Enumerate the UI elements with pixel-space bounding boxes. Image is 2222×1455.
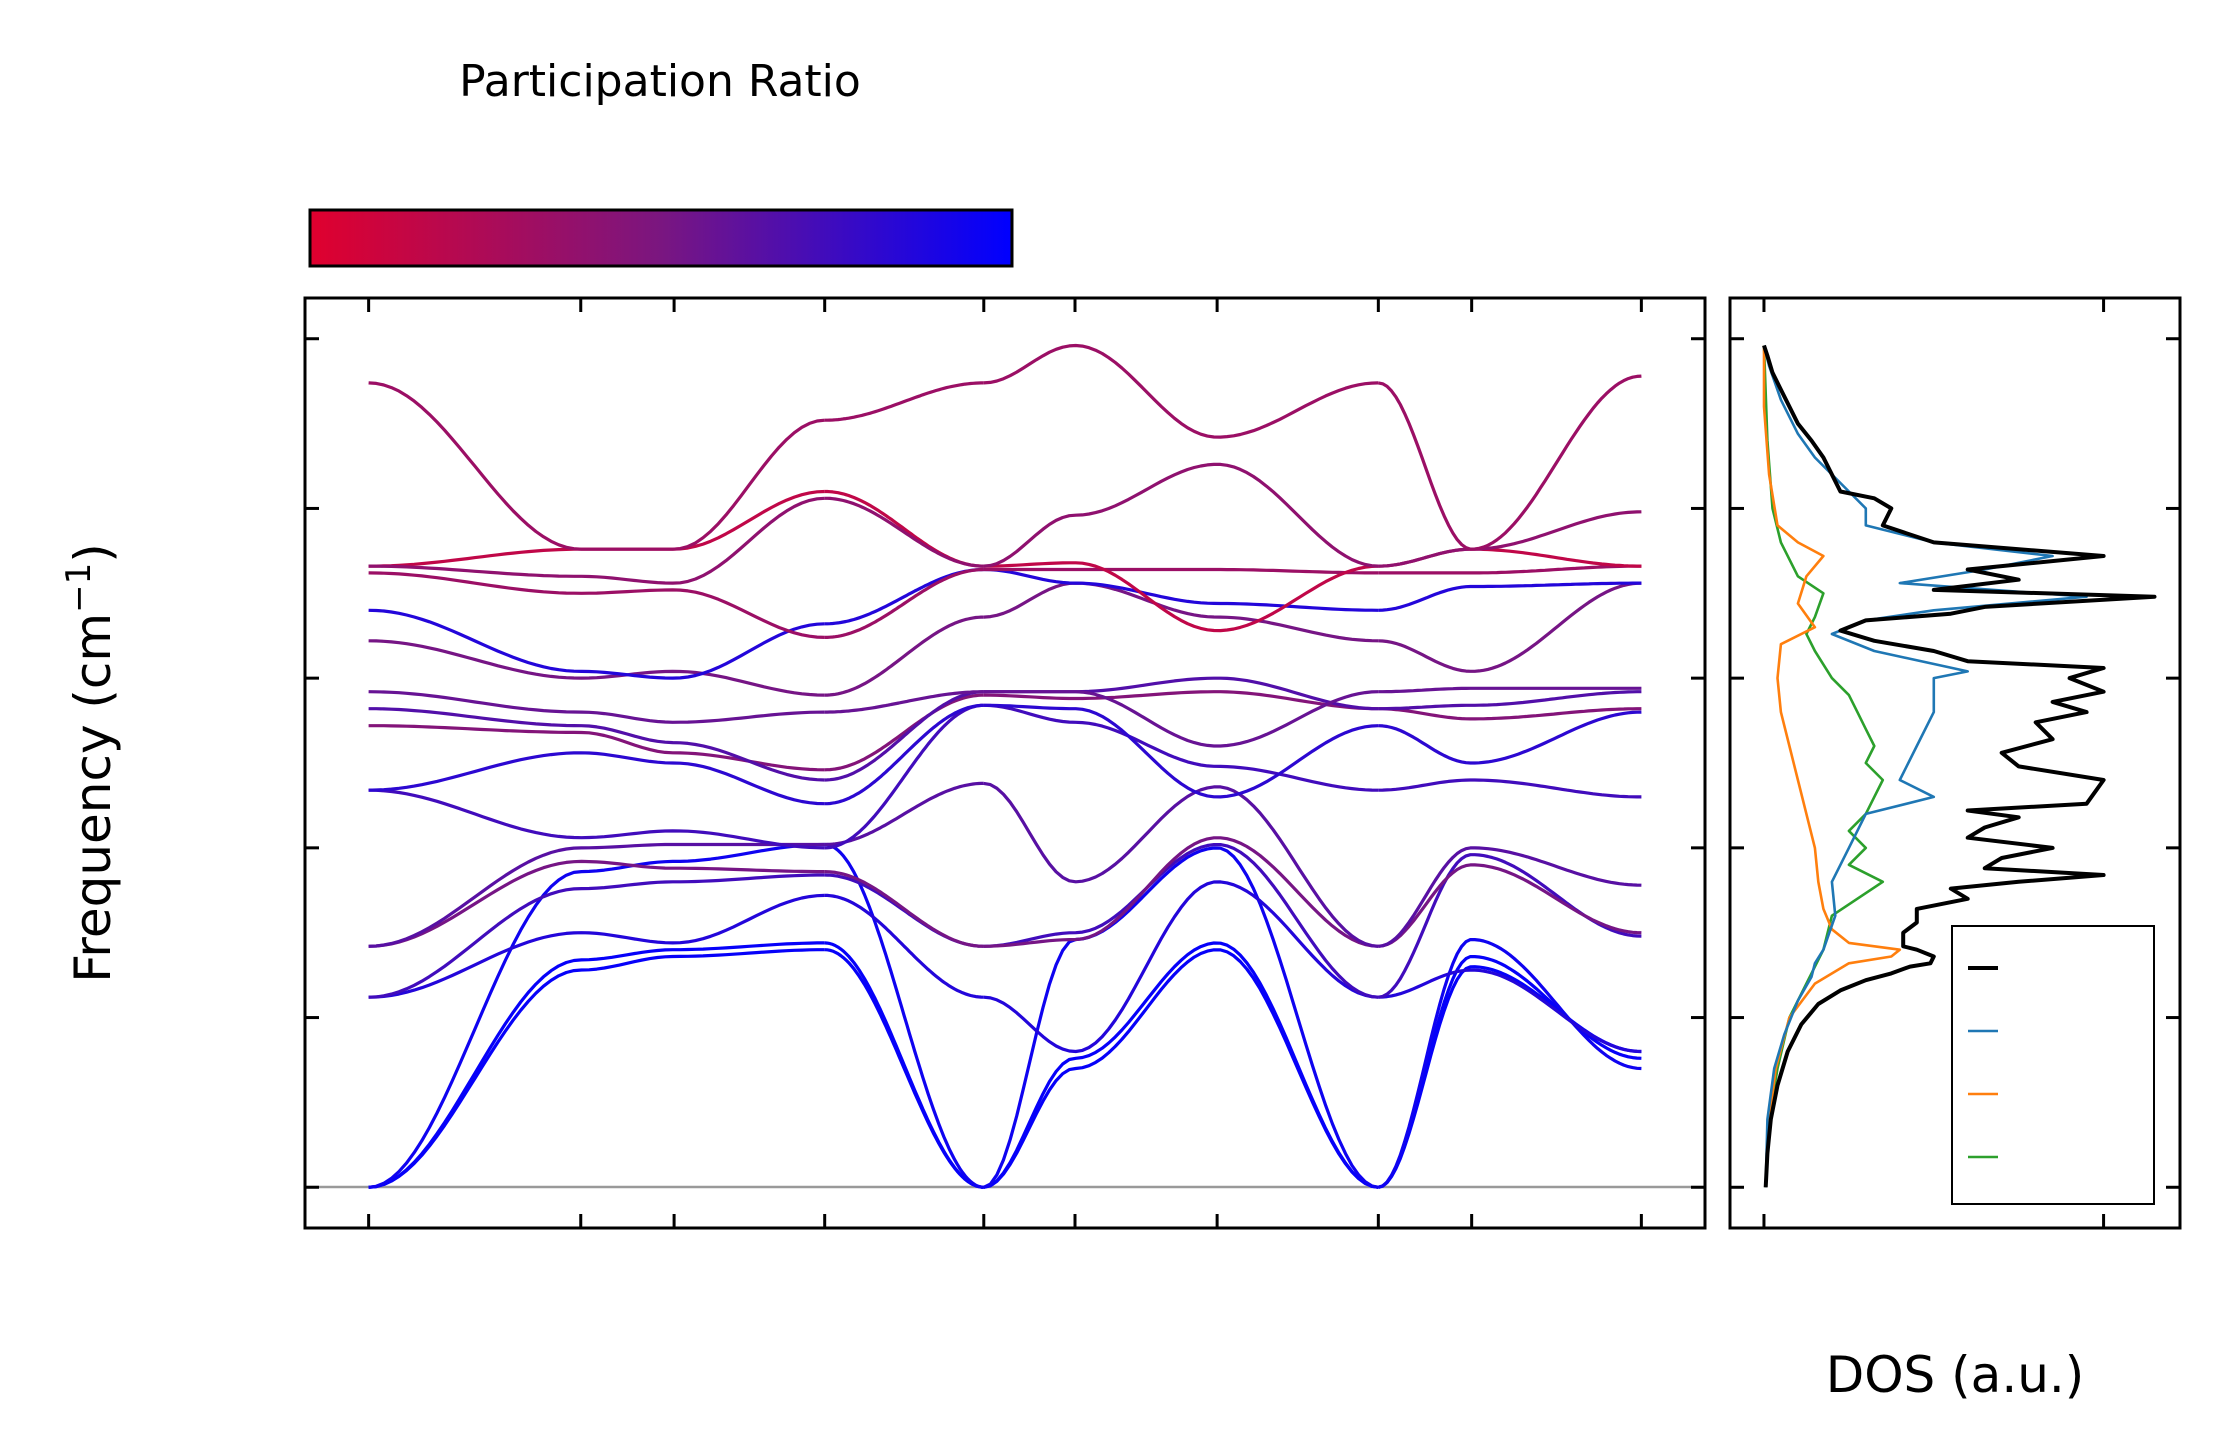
band-line — [1378, 968, 1642, 1054]
band-line — [368, 608, 825, 680]
band-line — [824, 693, 984, 772]
band-line — [1378, 707, 1642, 721]
band-line — [983, 941, 1379, 1189]
band-line — [1377, 965, 1642, 1189]
band-line — [824, 690, 984, 782]
band-line — [824, 703, 984, 806]
band-line — [983, 703, 1379, 799]
dos-series-total — [1762, 344, 2157, 1188]
band-line — [368, 496, 825, 585]
band-line — [983, 462, 1379, 568]
band-line — [983, 690, 1379, 748]
band-line — [368, 941, 825, 1189]
band-line — [824, 615, 984, 697]
band-line — [983, 703, 1379, 792]
legend — [1951, 925, 2155, 1205]
dos-x-axis-label: DOS (a.u.) — [1826, 1346, 2085, 1404]
band-line — [368, 751, 825, 806]
band-branch — [368, 781, 1642, 948]
band-line — [983, 581, 1379, 643]
band-line — [824, 567, 984, 626]
band-branch — [368, 686, 1642, 748]
band-line — [368, 842, 825, 1189]
band-branch — [368, 880, 1642, 1054]
band-line — [1378, 564, 1642, 575]
band-line — [824, 567, 984, 639]
band-line — [1377, 938, 1642, 1189]
dos-axes-frame — [1728, 296, 2182, 1230]
band-line — [368, 788, 825, 850]
band-line — [368, 842, 825, 948]
band-line — [983, 948, 1379, 1189]
band-line — [983, 690, 1379, 711]
band-line — [983, 781, 1379, 948]
band-line — [983, 846, 1379, 1189]
band-line — [824, 690, 984, 714]
band-line — [1378, 863, 1642, 948]
colorbar-title: Participation Ratio — [459, 56, 861, 107]
band-branch — [368, 703, 1642, 806]
band-line — [1378, 686, 1642, 694]
band-line — [824, 496, 984, 568]
band-branch — [368, 567, 1642, 680]
dos-series-br — [1762, 345, 1902, 1188]
band-line — [1378, 581, 1642, 673]
band-branch — [368, 676, 1642, 782]
band-line — [1377, 955, 1642, 1189]
band-branch — [368, 462, 1642, 585]
band-line — [1378, 846, 1642, 948]
band-branch — [368, 703, 1642, 850]
band-line — [824, 893, 984, 999]
band-line — [1378, 547, 1642, 568]
band-line — [368, 489, 825, 568]
band-line — [983, 843, 1379, 999]
y-axis-label: Frequency (cm−1) — [59, 543, 122, 983]
band-line — [1378, 690, 1642, 711]
band-line — [368, 948, 825, 1189]
dos-series-na — [1762, 345, 2088, 1188]
band-line — [368, 873, 825, 999]
band-line — [1378, 778, 1642, 799]
band-line — [368, 571, 825, 639]
band-line — [824, 381, 984, 422]
band-line — [824, 781, 984, 847]
band-branch — [368, 836, 1642, 948]
band-line — [983, 343, 1379, 439]
band-line — [983, 561, 1379, 633]
band-structure-panel: Frequency (cm−1) — [59, 296, 1707, 1230]
band-line — [1377, 374, 1642, 551]
band-line — [824, 842, 984, 1189]
band-branch — [368, 564, 1642, 639]
band-branch — [368, 842, 1642, 1189]
band-line — [824, 703, 984, 850]
band-line — [983, 880, 1379, 1054]
band-line — [983, 836, 1379, 948]
band-line — [983, 567, 1379, 612]
band-line — [1378, 510, 1642, 568]
band-branch — [368, 343, 1642, 551]
band-line — [368, 893, 825, 999]
dos-panel: DOS (a.u.) — [1728, 296, 2182, 1404]
band-line — [368, 707, 825, 782]
band-line — [824, 870, 984, 948]
dos-series-cl — [1762, 345, 1885, 1188]
band-line — [368, 381, 825, 551]
band-line — [368, 639, 825, 697]
band-line — [1378, 710, 1642, 765]
band-line — [1378, 581, 1642, 612]
band-line — [368, 690, 825, 724]
band-line — [983, 567, 1379, 575]
band-line — [824, 941, 984, 1189]
band-branch — [368, 581, 1642, 697]
band-axes-frame — [303, 296, 1707, 1230]
colorbar-gradient — [308, 208, 1014, 268]
colorbar: Participation Ratio — [308, 56, 1014, 268]
band-branch — [368, 941, 1642, 1189]
band-line — [368, 859, 825, 948]
